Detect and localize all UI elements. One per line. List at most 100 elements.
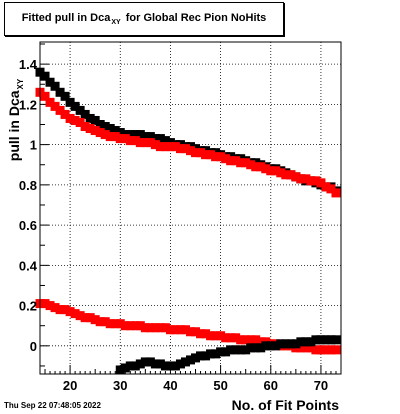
data-point xyxy=(135,359,145,369)
data-point xyxy=(191,353,201,363)
data-point xyxy=(196,329,206,339)
data-point xyxy=(55,305,65,315)
data-point xyxy=(125,136,135,146)
series-layer xyxy=(35,67,341,375)
data-point xyxy=(45,301,55,311)
data-point xyxy=(80,313,90,323)
data-point xyxy=(321,182,331,192)
data-point xyxy=(331,335,341,345)
data-point xyxy=(125,321,135,331)
data-point xyxy=(216,152,226,162)
data-point xyxy=(226,345,236,355)
chart-title-box: Fitted pull in DcaXY for Global Rec Pion… xyxy=(4,2,284,36)
data-point xyxy=(291,339,301,349)
data-point xyxy=(196,148,206,158)
data-point xyxy=(40,299,50,309)
y-tick-label: 0.8 xyxy=(19,178,37,193)
data-point xyxy=(271,341,281,351)
data-point xyxy=(211,152,221,162)
data-point xyxy=(221,154,231,164)
data-point xyxy=(105,319,115,329)
data-point xyxy=(296,337,306,347)
data-point xyxy=(95,128,105,138)
data-point xyxy=(165,325,175,335)
data-point xyxy=(50,101,60,111)
data-point xyxy=(125,361,135,371)
data-point xyxy=(311,335,321,345)
x-tick-label: 30 xyxy=(113,378,127,393)
data-point xyxy=(100,130,110,140)
data-point xyxy=(140,132,150,142)
data-point xyxy=(251,335,261,345)
data-point xyxy=(256,337,266,347)
data-point xyxy=(45,77,55,87)
data-point xyxy=(191,327,201,337)
data-point xyxy=(316,345,326,355)
data-point xyxy=(236,158,246,168)
data-point xyxy=(221,333,231,343)
data-point xyxy=(140,323,150,333)
data-point xyxy=(160,323,170,333)
x-tick-label: 70 xyxy=(314,378,328,393)
data-point xyxy=(241,345,251,355)
data-point xyxy=(155,142,165,152)
data-point xyxy=(301,174,311,184)
data-series xyxy=(115,335,341,375)
x-tick-label: 40 xyxy=(163,378,177,393)
data-point xyxy=(301,343,311,353)
data-point xyxy=(286,339,296,349)
data-point xyxy=(226,333,236,343)
data-point xyxy=(251,343,261,353)
data-point xyxy=(105,132,115,142)
data-point xyxy=(130,130,140,140)
data-point xyxy=(160,142,170,152)
data-point xyxy=(40,71,50,81)
data-point xyxy=(191,148,201,158)
data-point xyxy=(331,345,341,355)
y-tick-label: 1.4 xyxy=(19,57,38,72)
grid-layer xyxy=(40,42,341,374)
y-axis-label-subscript: XY xyxy=(16,78,25,89)
y-tick-label: 1.2 xyxy=(19,97,37,112)
data-point xyxy=(70,101,80,111)
data-point xyxy=(70,309,80,319)
data-point xyxy=(115,365,125,375)
data-point xyxy=(241,158,251,168)
data-point xyxy=(75,311,85,321)
data-point xyxy=(60,109,70,119)
data-point xyxy=(281,339,291,349)
data-point xyxy=(150,359,160,369)
data-point xyxy=(95,119,105,129)
data-point xyxy=(160,361,170,371)
data-point xyxy=(100,317,110,327)
data-point xyxy=(286,170,296,180)
data-point xyxy=(180,144,190,154)
data-point xyxy=(251,162,261,172)
tick-layer xyxy=(39,43,342,374)
data-point xyxy=(175,359,185,369)
data-point xyxy=(135,130,145,140)
data-point xyxy=(155,323,165,333)
data-point xyxy=(326,345,336,355)
data-point xyxy=(110,126,120,136)
data-point xyxy=(266,341,276,351)
y-tick-label: 0.4 xyxy=(19,258,38,273)
data-point xyxy=(155,359,165,369)
data-point xyxy=(186,355,195,365)
data-point xyxy=(115,128,125,138)
data-point xyxy=(150,134,160,144)
data-point xyxy=(236,335,246,345)
data-point xyxy=(216,347,226,357)
data-point xyxy=(145,323,155,333)
data-point xyxy=(145,132,155,142)
data-point xyxy=(211,331,221,341)
timestamp: Thu Sep 22 07:48:05 2022 xyxy=(4,401,101,410)
data-point xyxy=(150,140,160,150)
data-point xyxy=(145,357,155,367)
tick-label-layer: 20 30 40 50 60 70 0 0.2 0.4 0.6 0.8 1 1.2 1.4 xyxy=(19,57,328,393)
data-point xyxy=(105,124,115,134)
data-point xyxy=(175,325,185,335)
data-point xyxy=(165,142,175,152)
data-point xyxy=(216,331,226,341)
data-point xyxy=(90,115,100,125)
